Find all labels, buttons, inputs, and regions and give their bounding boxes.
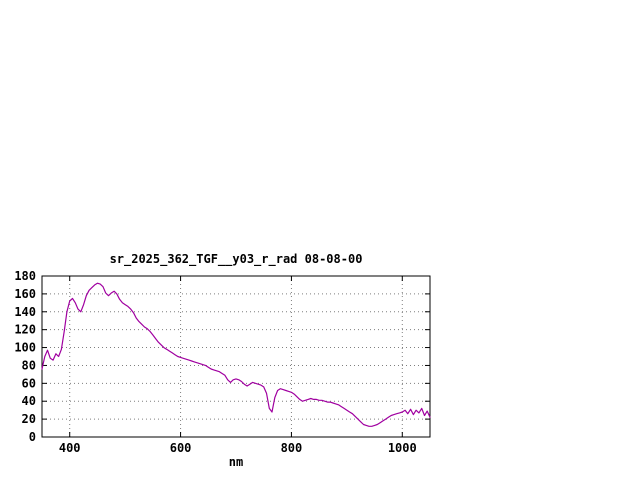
y-tick-label: 100 <box>14 341 36 355</box>
x-tick-label: 800 <box>281 441 303 455</box>
x-tick-label: 400 <box>59 441 81 455</box>
tick-marks-layer <box>42 275 430 438</box>
y-tick-label: 40 <box>22 394 36 408</box>
y-tick-label: 160 <box>14 287 36 301</box>
y-tick-label: 0 <box>29 430 36 444</box>
x-tick-label: 1000 <box>388 441 417 455</box>
x-axis-label: nm <box>229 455 243 469</box>
chart-title: sr_2025_362_TGF__y03_r_rad 08-08-00 <box>110 252 363 267</box>
grid-layer <box>42 275 430 437</box>
y-tick-label: 180 <box>14 269 36 283</box>
y-tick-label: 20 <box>22 412 36 426</box>
y-tick-label: 80 <box>22 358 36 372</box>
tick-labels-layer: 400 600 800 1000 0 20 40 60 80 100 120 140 160 180 <box>14 269 416 455</box>
y-tick-label: 140 <box>14 305 36 319</box>
plot-border <box>41 275 431 438</box>
y-tick-label: 120 <box>14 323 36 337</box>
x-tick-label: 600 <box>170 441 192 455</box>
data-series-line <box>41 282 431 427</box>
y-tick-label: 60 <box>22 376 36 390</box>
